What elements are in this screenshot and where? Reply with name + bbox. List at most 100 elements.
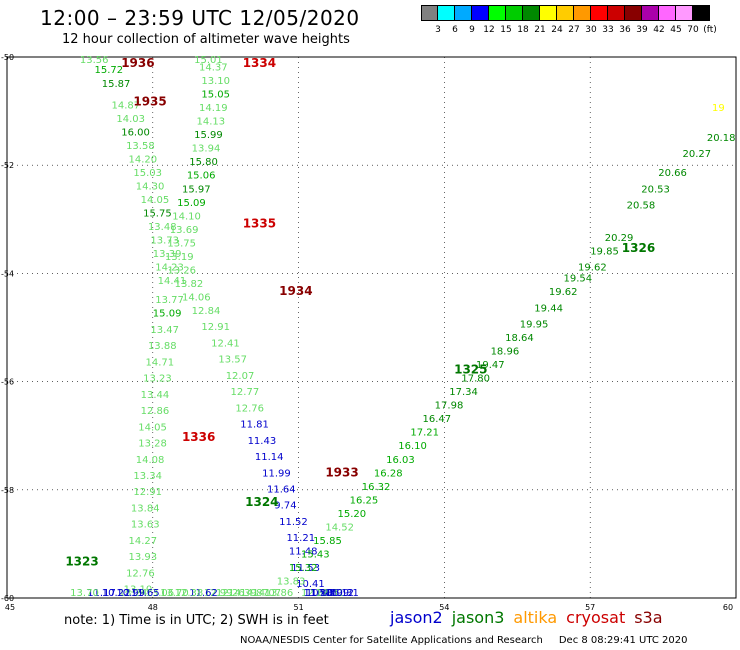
color-swatch [438, 5, 455, 21]
color-swatch [608, 5, 625, 21]
pass-time-label: 1325 [454, 362, 487, 376]
color-scale-label: 18 [517, 25, 529, 35]
wave-height-label: 16.28 [374, 468, 403, 479]
wave-height-label: 19.44 [534, 303, 563, 314]
wave-height-label: 19.54 [563, 274, 592, 285]
wave-height-label: 13.82 [175, 279, 204, 290]
wave-height-label: 16.25 [350, 495, 379, 506]
wave-height-label: 15.09 [153, 309, 182, 320]
wave-height-label: 13.28 [138, 439, 167, 450]
latitude-label: -60 [1, 594, 14, 603]
credit-line: NOAA/NESDIS Center for Satellite Applica… [240, 635, 687, 646]
color-scale-label: 42 [653, 25, 665, 35]
pass-time-label: 1936 [121, 56, 154, 70]
wave-height-label: 15.32 [289, 563, 318, 574]
color-scale-label: 39 [636, 25, 648, 35]
wave-height-label: 13.86 [265, 588, 294, 599]
wave-height-label: 13.84 [131, 503, 160, 514]
color-scale-label: 45 [670, 25, 682, 35]
wave-height-label: 13.73 [150, 236, 179, 247]
mission-name: jason2 [390, 608, 443, 627]
wave-height-label: 13.58 [126, 141, 155, 152]
wave-height-label: 12.77 [231, 387, 260, 398]
longitude-label: 60 [723, 603, 733, 612]
generation-timestamp: Dec 8 08:29:41 UTC 2020 [558, 635, 688, 646]
wave-height-label: 9.74 [274, 501, 296, 512]
color-swatch [489, 5, 506, 21]
wave-height-label: 13.63 [131, 520, 160, 531]
latitude-label: -52 [1, 161, 14, 170]
wave-height-label: 16.03 [386, 455, 415, 466]
wave-height-label: 11.53 [291, 563, 320, 574]
pass-time-label: 1934 [279, 284, 312, 298]
color-swatch [557, 5, 574, 21]
color-swatch [455, 5, 472, 21]
wave-height-label: 14.27 [129, 536, 158, 547]
wave-height-label: 14.05 [141, 195, 170, 206]
wave-height-label: 12.76 [235, 403, 264, 414]
wave-height-label: 14.52 [325, 522, 354, 533]
wave-height-label: 12.38 [175, 588, 204, 599]
chart-subtitle: 12 hour collection of altimeter wave hei… [62, 32, 350, 47]
pass-time-label: 1335 [243, 216, 276, 230]
wave-height-label: 10.99 [116, 588, 145, 599]
wave-height-label: 11.21 [286, 533, 315, 544]
wave-height-label: 15.99 [194, 130, 223, 141]
color-swatch [676, 5, 693, 21]
wave-height-label: 15.09 [177, 198, 206, 209]
wave-height-label: 19.62 [549, 287, 578, 298]
wave-height-label: 14.19 [199, 103, 228, 114]
wave-height-label: 15.06 [187, 171, 216, 182]
wave-height-label: 15.85 [313, 536, 342, 547]
wave-height-label: 11.62 [189, 588, 218, 599]
wave-height-label: 13.48 [148, 222, 177, 233]
wave-height-label: 11.52 [279, 517, 308, 528]
footer-note: note: 1) Time is in UTC; 2) SWH is in fe… [64, 613, 329, 628]
pass-time-label: 1935 [133, 95, 166, 109]
wave-height-label: 20.18 [707, 133, 736, 144]
wave-height-label: 11.81 [240, 420, 269, 431]
map-frame [6, 56, 737, 599]
wave-height-label: 11.48 [289, 547, 318, 558]
wave-height-label: 13.10 [124, 585, 153, 596]
wave-height-label: 15.05 [201, 90, 230, 101]
wave-height-label: 15.43 [301, 549, 330, 560]
pass-time-label: 1326 [622, 241, 655, 255]
wave-height-label: 14.03 [116, 114, 145, 125]
wave-height-label: 11.14 [255, 452, 284, 463]
color-scale-label: 33 [602, 25, 614, 35]
wave-height-label: 16.00 [121, 127, 150, 138]
wave-height-label: 13.77 [155, 295, 184, 306]
pass-time-label: 1323 [65, 555, 98, 569]
wave-height-label: 12.41 [211, 338, 240, 349]
wave-height-label: 19.62 [578, 263, 607, 274]
color-swatch [642, 5, 659, 21]
color-swatch [523, 5, 540, 21]
wave-height-label: 11.50 [303, 588, 332, 599]
wave-height-label: 17.98 [435, 401, 464, 412]
wave-height-label: 13.26 [167, 265, 196, 276]
pass-time-label: 1334 [243, 56, 276, 70]
wave-height-label: 19 [712, 103, 725, 114]
color-swatch [591, 5, 608, 21]
wave-height-label: 12.31 [316, 588, 345, 599]
wave-height-label: 13.75 [167, 238, 196, 249]
color-scale-frame [421, 5, 710, 21]
wave-height-label: 14.23 [155, 263, 184, 274]
wave-height-label: 14.30 [136, 182, 165, 193]
latitude-label: -58 [1, 486, 14, 495]
wave-height-label: 13.93 [129, 552, 158, 563]
wave-height-label: 13.34 [133, 471, 162, 482]
wave-height-label: 19.47 [476, 360, 505, 371]
wave-height-label: 11.64 [267, 485, 296, 496]
wave-height-label: 11.43 [248, 436, 277, 447]
pass-time-label: 1933 [325, 465, 358, 479]
mission-name: altika [513, 608, 558, 627]
wave-height-label: 13.83 [277, 576, 306, 587]
wave-height-label: 13.10 [201, 76, 230, 87]
wave-height-label: 13.57 [218, 355, 247, 366]
wave-height-label: 15.80 [189, 157, 218, 168]
wave-height-label: 15.01 [194, 55, 223, 66]
wave-height-label: 15.03 [133, 168, 162, 179]
wave-height-label: 13.06 [146, 588, 175, 599]
